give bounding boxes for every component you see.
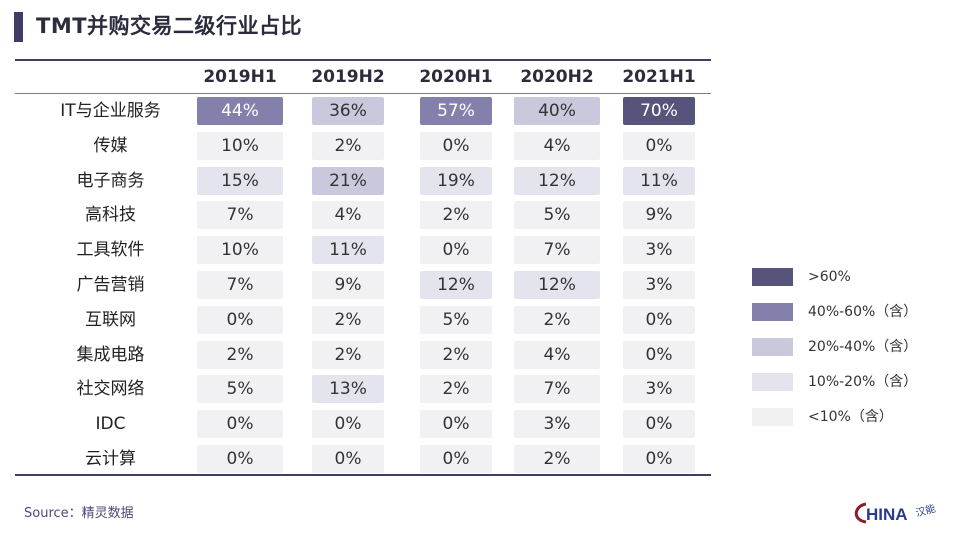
row-label: IT与企业服务 (60, 101, 161, 121)
table-cell: 0% (420, 131, 492, 160)
logo-swoosh (854, 502, 867, 524)
table-cell: 10% (197, 236, 283, 265)
table-cell: 70% (623, 97, 695, 125)
table-cell: 3% (623, 271, 695, 299)
table-cell: 7% (197, 271, 283, 299)
table-cell: 0% (420, 236, 492, 265)
column-header: 2020H1 (419, 67, 493, 87)
title-accent-bar (14, 12, 23, 42)
table-cell: 0% (623, 340, 695, 369)
table-cell: 10% (197, 131, 283, 160)
row-label: 工具软件 (76, 240, 145, 261)
row-label: 集成电路 (76, 344, 145, 365)
table-cell: 12% (514, 166, 600, 195)
company-logo: HINA 汉能 (854, 502, 937, 524)
table-cell: 7% (197, 201, 283, 230)
table-cell: 2% (514, 305, 600, 334)
table-cell: 44% (197, 97, 283, 125)
legend-swatch (752, 373, 793, 391)
table-cell: 4% (312, 201, 384, 230)
legend-label: >60% (808, 269, 851, 285)
table-cell: 2% (514, 445, 600, 473)
table-cell: 9% (312, 271, 384, 299)
legend-label: 10%-20%（含） (808, 374, 918, 390)
table-cell: 2% (420, 375, 492, 404)
table-cell: 0% (623, 410, 695, 439)
legend-swatch (752, 408, 793, 426)
table-cell: 12% (420, 271, 492, 299)
table-bottom-rule (15, 474, 711, 476)
legend-swatch (752, 338, 793, 356)
column-header: 2020H2 (520, 67, 594, 87)
table-cell: 0% (420, 445, 492, 473)
table-cell: 2% (420, 201, 492, 230)
table-cell: 0% (197, 305, 283, 334)
column-header: 2019H2 (311, 67, 385, 87)
table-cell: 5% (197, 375, 283, 404)
legend-swatch (752, 303, 793, 321)
table-cell: 21% (312, 166, 384, 195)
legend-swatch (752, 268, 793, 286)
table-cell: 5% (420, 305, 492, 334)
table-cell: 2% (312, 305, 384, 334)
source-note: Source：精灵数据 (24, 506, 134, 521)
table-top-rule (15, 59, 711, 61)
table-cell: 0% (197, 410, 283, 439)
table-cell: 15% (197, 166, 283, 195)
table-cell: 19% (420, 166, 492, 195)
table-cell: 11% (623, 166, 695, 195)
row-label: 社交网络 (76, 379, 145, 400)
table-cell: 7% (514, 236, 600, 265)
table-cell: 0% (420, 410, 492, 439)
table-cell: 57% (420, 97, 492, 125)
table-cell: 40% (514, 97, 600, 125)
table-cell: 2% (420, 340, 492, 369)
page-title: TMT并购交易二级行业占比 (36, 14, 303, 38)
table-cell: 0% (623, 445, 695, 473)
row-label: 广告营销 (76, 275, 145, 295)
logo-sub: 汉能 (914, 502, 937, 520)
table-header-rule (15, 93, 711, 94)
column-header: 2019H1 (203, 67, 277, 87)
logo-text: HINA (866, 505, 908, 524)
table-cell: 0% (623, 305, 695, 334)
table-cell: 0% (197, 445, 283, 473)
table-cell: 0% (623, 131, 695, 160)
row-label: 云计算 (85, 449, 136, 469)
table-cell: 4% (514, 131, 600, 160)
row-label: 传媒 (93, 135, 128, 156)
row-label: 互联网 (85, 309, 136, 330)
legend-label: 40%-60%（含） (808, 304, 918, 320)
table-cell: 7% (514, 375, 600, 404)
row-label: IDC (95, 414, 126, 435)
table-cell: 12% (514, 271, 600, 299)
table-cell: 4% (514, 340, 600, 369)
table-cell: 3% (623, 236, 695, 265)
table-cell: 3% (623, 375, 695, 404)
table-cell: 9% (623, 201, 695, 230)
column-header: 2021H1 (622, 67, 696, 87)
table-cell: 2% (312, 131, 384, 160)
table-cell: 3% (514, 410, 600, 439)
legend-label: <10%（含） (808, 409, 893, 425)
table-cell: 5% (514, 201, 600, 230)
legend-label: 20%-40%（含） (808, 339, 918, 355)
table-cell: 36% (312, 97, 384, 125)
table-cell: 11% (312, 236, 384, 265)
table-cell: 2% (197, 340, 283, 369)
table-cell: 0% (312, 410, 384, 439)
row-label: 高科技 (85, 205, 136, 226)
table-cell: 2% (312, 340, 384, 369)
table-cell: 0% (312, 445, 384, 473)
row-label: 电子商务 (76, 170, 145, 191)
table-cell: 13% (312, 375, 384, 404)
